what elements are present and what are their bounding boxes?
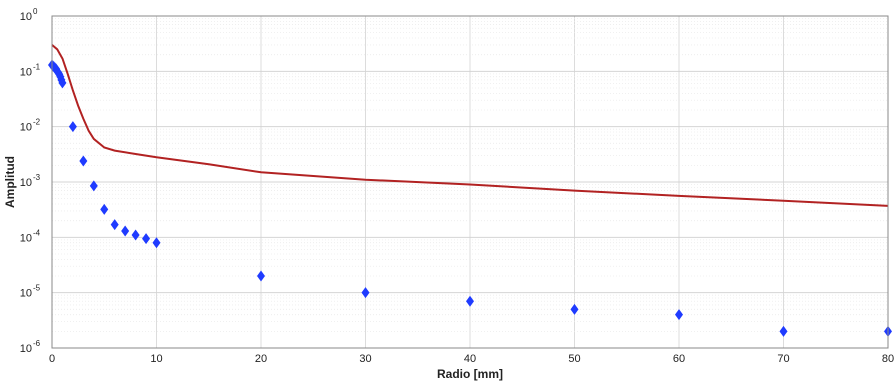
grid xyxy=(51,15,889,349)
y-tick-exponent: 0 xyxy=(33,7,38,16)
scatter-point xyxy=(570,303,579,315)
x-tick-label: 20 xyxy=(255,353,267,365)
y-tick-exponent: -4 xyxy=(33,228,41,237)
scatter-point xyxy=(142,233,151,245)
y-tick-exponent: -6 xyxy=(33,339,41,348)
scatter-point xyxy=(110,219,119,231)
scatter-point xyxy=(100,203,109,215)
x-tick-label: 80 xyxy=(882,353,894,365)
y-axis-label: Amplitud xyxy=(3,156,17,208)
x-tick-label: 30 xyxy=(359,353,371,365)
scatter-point xyxy=(89,180,98,192)
x-axis-ticks: 0 10 20 30 40 50 60 70 80 xyxy=(49,353,894,365)
x-tick-label: 40 xyxy=(464,353,476,365)
scatter-point xyxy=(58,77,67,89)
y-tick-label: 10 xyxy=(20,343,32,355)
x-tick-label: 10 xyxy=(150,353,162,365)
scatter-point xyxy=(152,237,161,249)
scatter-point xyxy=(79,155,88,167)
y-tick-exponent: -5 xyxy=(33,284,41,293)
scatter-point xyxy=(121,225,130,237)
y-tick-exponent: -1 xyxy=(33,62,41,71)
x-tick-label: 50 xyxy=(568,353,580,365)
plot-frame xyxy=(51,15,889,349)
x-tick-label: 70 xyxy=(777,353,789,365)
y-tick-label: 10 xyxy=(20,232,32,244)
scatter-point xyxy=(361,287,370,299)
scatter-point xyxy=(257,270,265,282)
scatter-point xyxy=(466,295,474,307)
y-tick-label: 10 xyxy=(20,66,32,78)
scatter-point xyxy=(675,309,683,321)
x-tick-label: 60 xyxy=(673,353,685,365)
y-tick-exponent: -3 xyxy=(33,173,41,182)
x-tick-label: 0 xyxy=(49,353,55,365)
scatter-point xyxy=(779,325,788,337)
y-tick-label: 10 xyxy=(20,11,32,23)
scatter-series xyxy=(48,59,892,337)
x-axis-label: Radio [mm] xyxy=(437,367,503,381)
scatter-point xyxy=(68,121,77,133)
y-tick-exponent: -2 xyxy=(33,118,41,127)
y-tick-label: 10 xyxy=(20,122,32,134)
line-series-path xyxy=(51,44,889,207)
scatter-point xyxy=(131,229,140,241)
y-tick-label: 10 xyxy=(20,177,32,189)
line-series xyxy=(51,44,889,207)
y-tick-label: 10 xyxy=(20,288,32,300)
